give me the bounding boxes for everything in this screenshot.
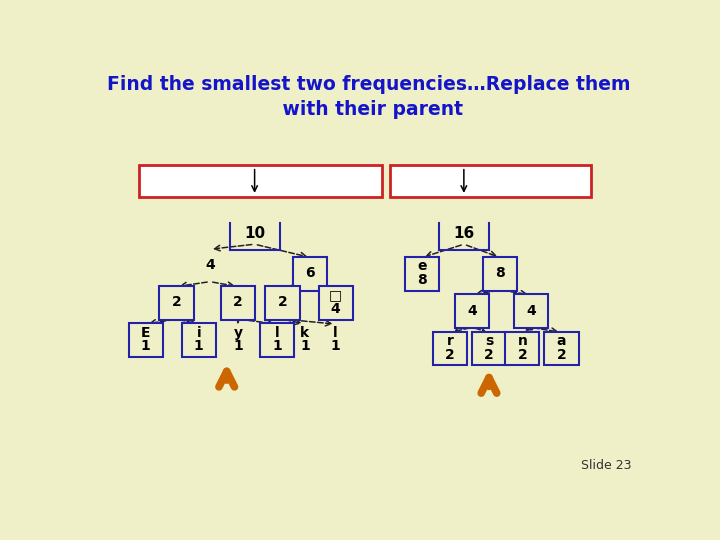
Text: 2: 2 <box>278 295 287 309</box>
FancyBboxPatch shape <box>181 323 216 357</box>
Text: 2: 2 <box>171 295 181 309</box>
FancyBboxPatch shape <box>138 165 382 197</box>
Text: 2: 2 <box>233 295 243 309</box>
Text: a
2: a 2 <box>557 334 567 362</box>
FancyBboxPatch shape <box>221 286 255 320</box>
Text: e
8: e 8 <box>417 259 427 287</box>
FancyBboxPatch shape <box>514 294 548 328</box>
Text: y
1: y 1 <box>233 326 243 353</box>
Text: 16: 16 <box>453 226 474 241</box>
FancyBboxPatch shape <box>159 286 194 320</box>
Text: □
4: □ 4 <box>329 288 342 316</box>
FancyBboxPatch shape <box>505 332 539 366</box>
FancyBboxPatch shape <box>455 294 490 328</box>
Text: r
2: r 2 <box>445 334 455 362</box>
Text: 4: 4 <box>467 303 477 318</box>
FancyBboxPatch shape <box>544 332 579 366</box>
Text: E
1: E 1 <box>141 326 150 353</box>
FancyBboxPatch shape <box>390 165 591 197</box>
Text: n
2: n 2 <box>518 334 527 362</box>
Text: k
1: k 1 <box>300 326 310 353</box>
FancyBboxPatch shape <box>405 257 439 291</box>
Text: Find the smallest two frequencies…Replace them
 with their parent: Find the smallest two frequencies…Replac… <box>107 75 631 119</box>
FancyBboxPatch shape <box>433 332 467 366</box>
Text: 6: 6 <box>305 266 315 280</box>
FancyBboxPatch shape <box>293 257 328 291</box>
FancyBboxPatch shape <box>318 286 353 320</box>
Text: 8: 8 <box>495 266 505 280</box>
Text: 10: 10 <box>244 226 265 241</box>
Text: Slide 23: Slide 23 <box>581 460 631 472</box>
FancyBboxPatch shape <box>129 323 163 357</box>
Text: s
2: s 2 <box>484 334 494 362</box>
Text: i
1: i 1 <box>194 326 204 353</box>
Text: l
1: l 1 <box>272 326 282 353</box>
Text: l
1: l 1 <box>330 326 341 353</box>
Text: 4: 4 <box>205 258 215 272</box>
FancyBboxPatch shape <box>472 332 506 366</box>
FancyBboxPatch shape <box>260 323 294 357</box>
Text: 4: 4 <box>526 303 536 318</box>
FancyBboxPatch shape <box>266 286 300 320</box>
FancyBboxPatch shape <box>483 257 517 291</box>
